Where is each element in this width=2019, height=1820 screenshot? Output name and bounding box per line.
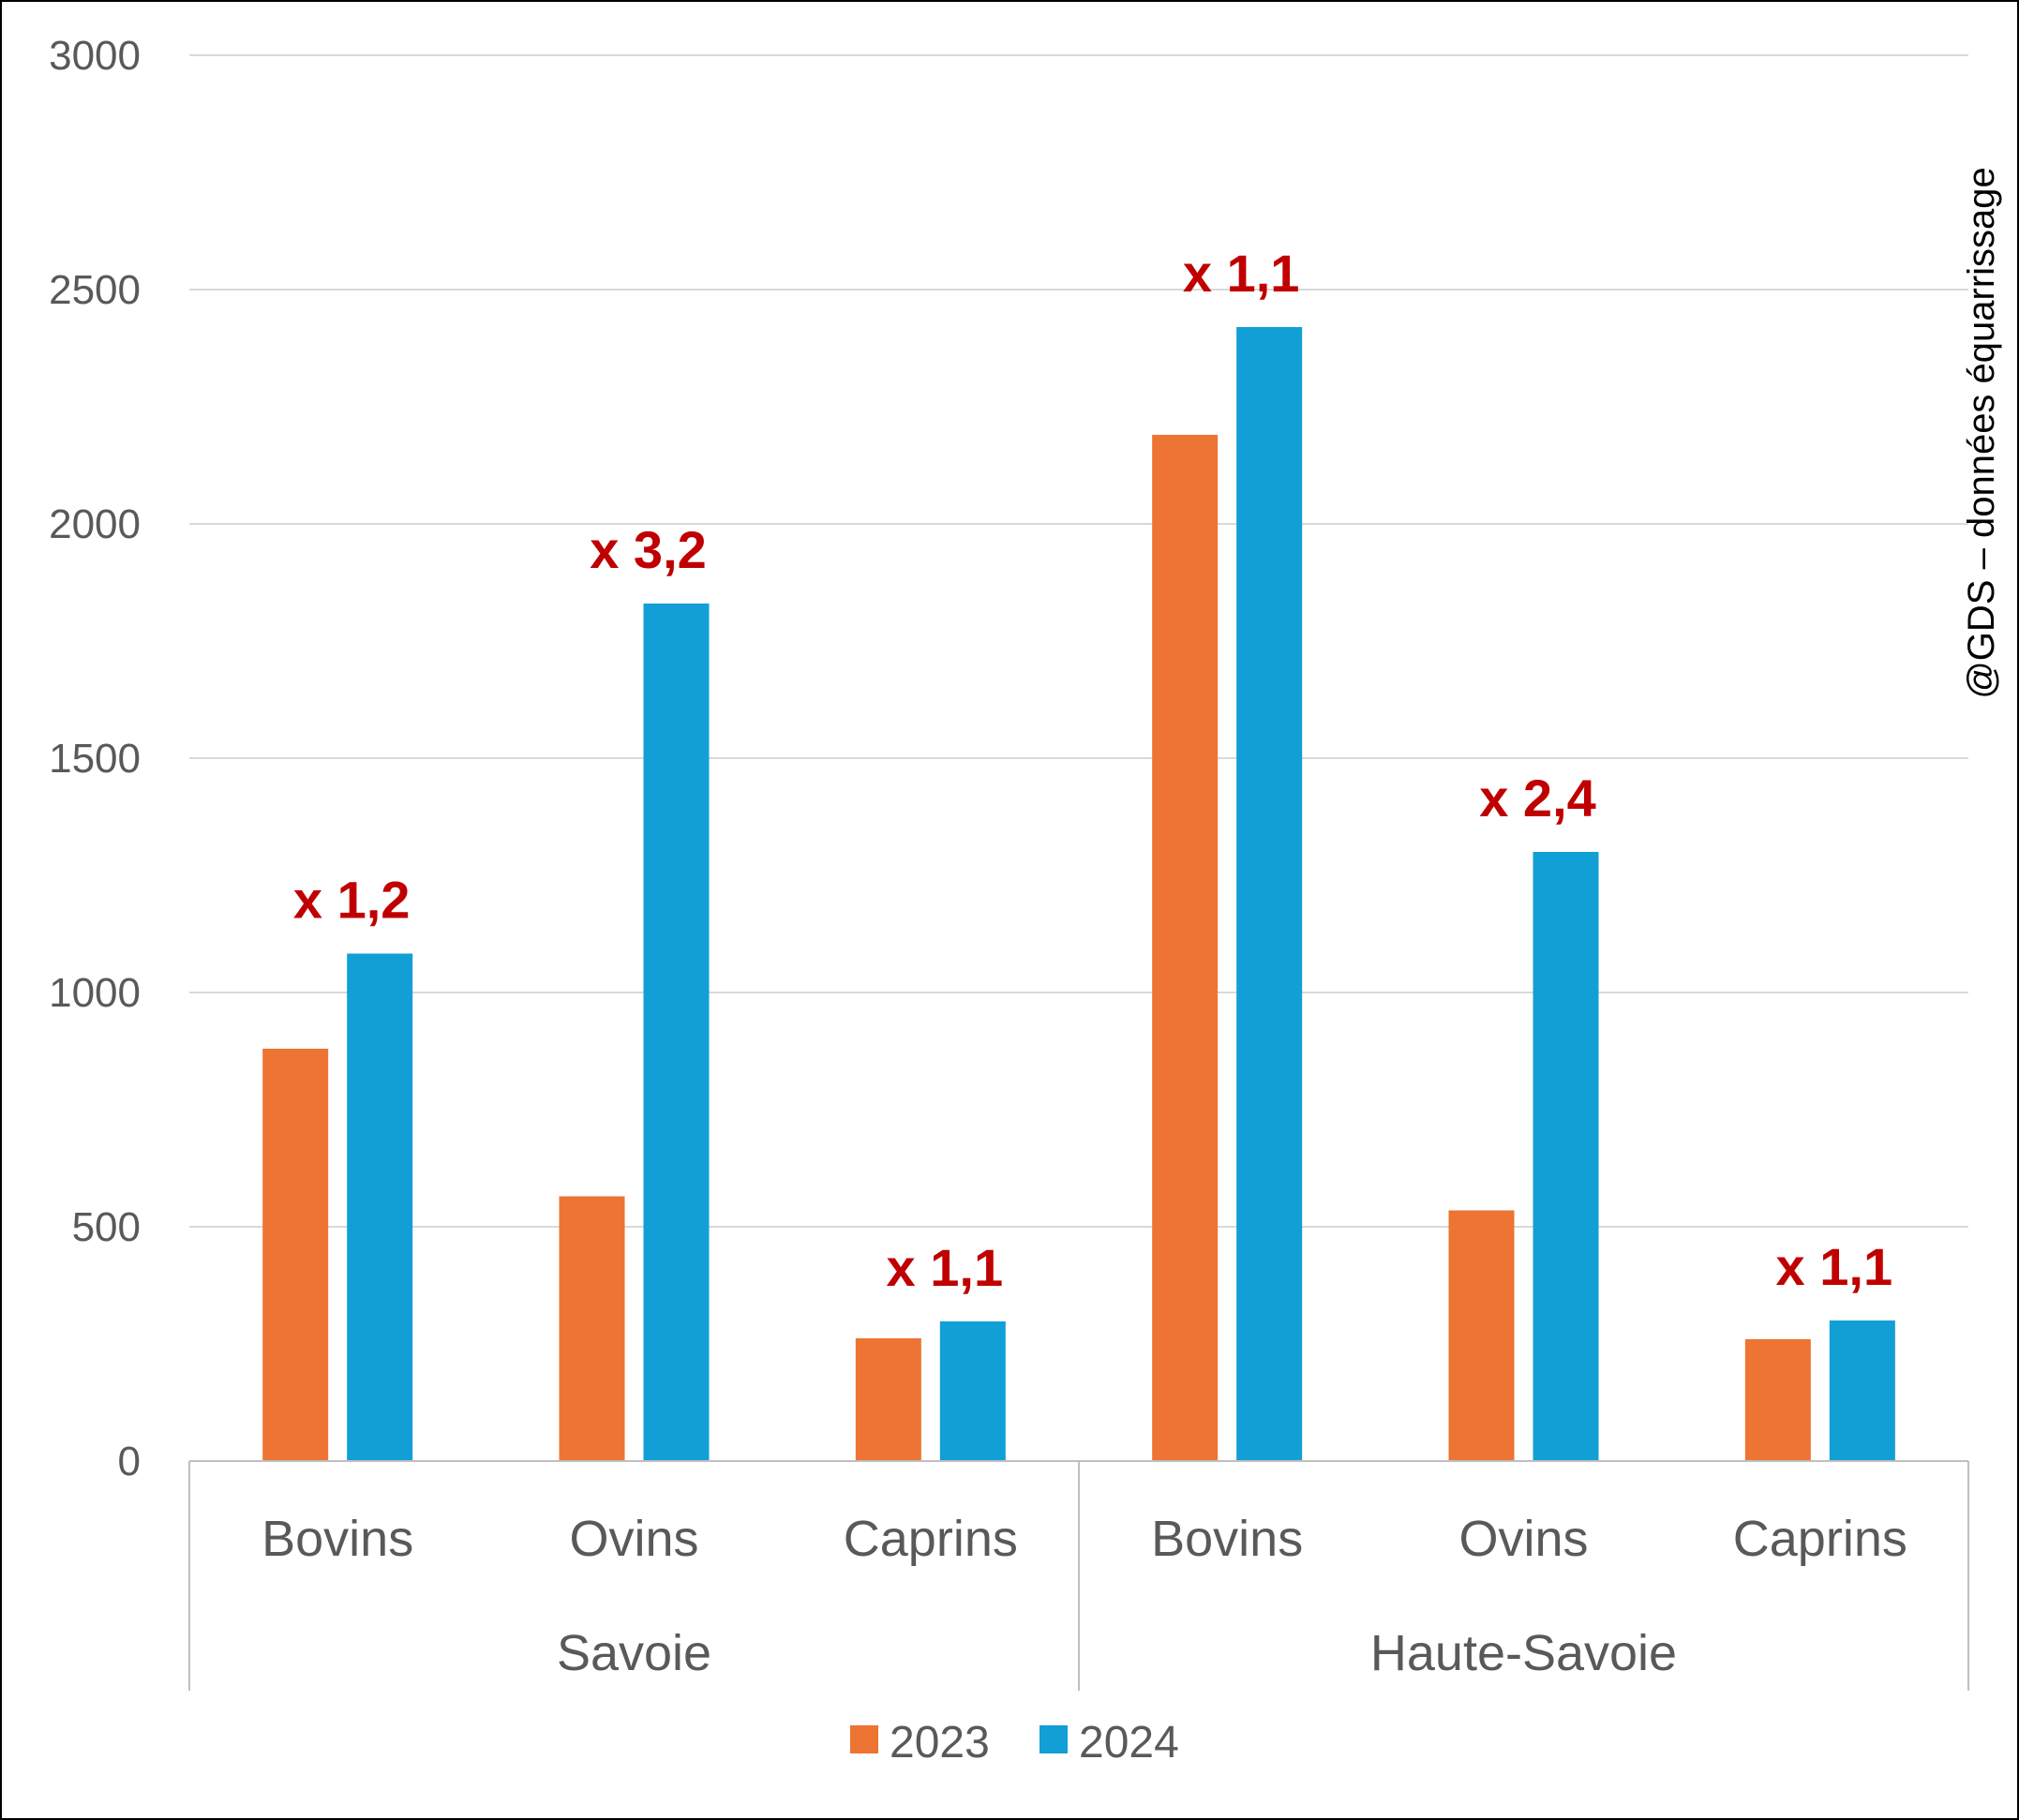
y-tick-label: 1000 xyxy=(49,970,141,1016)
y-tick-label: 500 xyxy=(72,1204,141,1250)
category-label: Bovins xyxy=(262,1511,413,1567)
bar-2023-1 xyxy=(559,1196,625,1461)
ratio-annotation: x 3,2 xyxy=(590,520,707,579)
watermark: @GDS – données équarrissage xyxy=(1961,167,2002,699)
y-axis: 0 500 1000 1500 2000 2500 3000 xyxy=(49,33,141,1484)
bar-2024-4 xyxy=(1533,852,1599,1461)
category-label: Caprins xyxy=(1733,1511,1907,1567)
ratio-annotation: x 2,4 xyxy=(1479,768,1596,828)
legend-label: 2024 xyxy=(1079,1718,1179,1768)
gridlines xyxy=(189,54,1968,1228)
bar-2024-2 xyxy=(939,1321,1006,1461)
y-tick-label: 1500 xyxy=(49,736,141,782)
legend-label: 2023 xyxy=(890,1718,990,1768)
ratio-annotation: x 1,2 xyxy=(293,871,411,930)
bars xyxy=(262,327,1895,1461)
group-label: Savoie xyxy=(557,1625,711,1681)
ratio-annotation: x 1,1 xyxy=(887,1238,1004,1297)
y-tick-label: 2500 xyxy=(49,267,141,313)
bar-2023-5 xyxy=(1744,1339,1811,1461)
legend-swatch-2024 xyxy=(1039,1725,1068,1753)
ratio-annotation: x 1,1 xyxy=(1776,1237,1893,1296)
y-tick-label: 2000 xyxy=(49,501,141,547)
bar-2024-5 xyxy=(1829,1320,1895,1461)
bar-2024-1 xyxy=(643,604,710,1461)
ratio-annotations: x 1,2 x 3,2 x 1,1 x 1,1 x 2,4 x 1,1 xyxy=(293,244,1892,1297)
category-label: Ovins xyxy=(569,1511,698,1567)
category-label: Bovins xyxy=(1151,1511,1303,1567)
y-tick-label: 3000 xyxy=(49,33,141,79)
legend-swatch-2023 xyxy=(850,1725,878,1753)
bar-2023-2 xyxy=(855,1338,921,1461)
legend: 2023 2024 xyxy=(850,1718,1179,1768)
category-label: Caprins xyxy=(844,1511,1018,1567)
bar-2024-0 xyxy=(347,953,413,1461)
category-label: Ovins xyxy=(1458,1511,1588,1567)
bar-2023-0 xyxy=(262,1049,329,1461)
ratio-annotation: x 1,1 xyxy=(1183,244,1300,303)
group-label: Haute-Savoie xyxy=(1370,1625,1677,1681)
bar-2024-3 xyxy=(1236,327,1303,1461)
bar-2023-3 xyxy=(1152,435,1219,1461)
x-axis: Bovins Ovins Caprins Savoie Bovins Ovins Capri… xyxy=(188,1460,1969,1691)
bar-2023-4 xyxy=(1448,1210,1515,1461)
y-tick-label: 0 xyxy=(118,1439,141,1484)
